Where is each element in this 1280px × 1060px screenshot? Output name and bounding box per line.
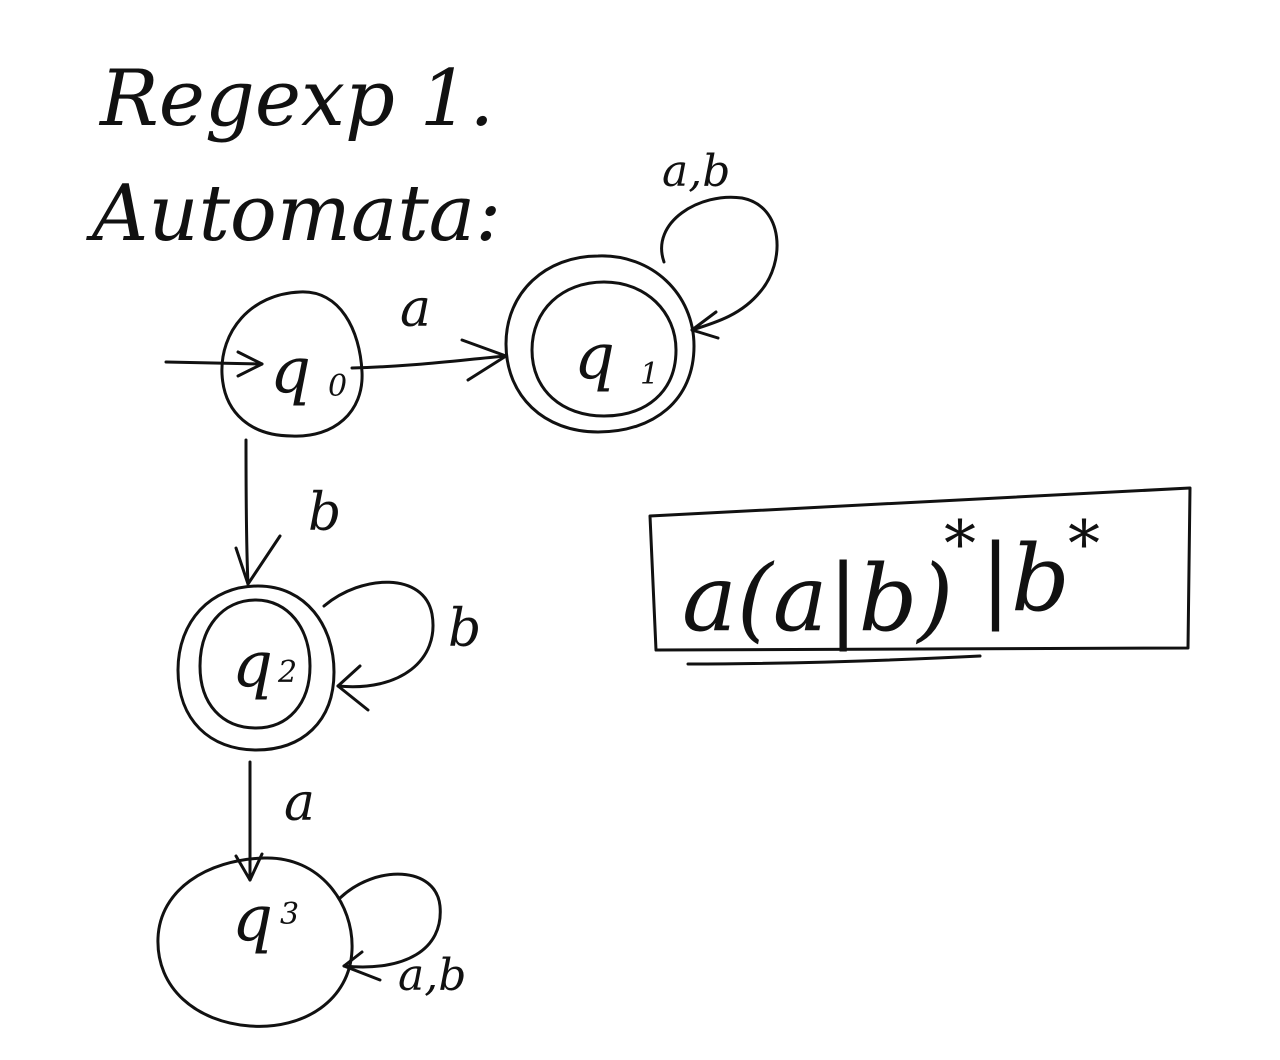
- transition-q3-loop-label: a,b: [398, 950, 466, 1001]
- state-q3: q 3: [156, 856, 354, 1028]
- initial-arrow-head: [236, 350, 264, 378]
- transition-q1-loop-line: [660, 195, 779, 332]
- transition-q0-q2-label: b: [308, 483, 341, 543]
- state-q1-inner-circle: [530, 280, 678, 418]
- regex-main: a(a|b): [682, 545, 953, 652]
- transition-q1-loop: a,b: [660, 146, 779, 340]
- regex-star-2: *: [1068, 508, 1100, 582]
- transition-q2-loop-label: b: [448, 599, 481, 659]
- initial-arrow-line: [164, 360, 264, 366]
- state-q3-circle: [156, 856, 354, 1028]
- transition-q2-q3-head: [234, 852, 264, 882]
- title-line-1: Regexp 1.: [98, 54, 494, 144]
- transition-q3-loop-head: [342, 950, 382, 982]
- regex-box: a(a|b) * |b *: [648, 486, 1192, 666]
- state-q2-inner-circle: [198, 598, 312, 730]
- transition-q3-loop-line: [338, 872, 442, 969]
- state-q3-subscript: 3: [280, 897, 299, 932]
- transition-q3-loop: a,b: [338, 872, 466, 1001]
- transition-q2-loop-head: [336, 664, 370, 712]
- state-q0-letter: q: [270, 334, 311, 408]
- regex-star-1: *: [944, 508, 976, 582]
- state-q3-letter: q: [232, 882, 273, 956]
- title-line-2: Automata:: [86, 169, 501, 259]
- transition-q2-loop-line: [322, 580, 435, 689]
- transition-q0-q1-label: a: [400, 279, 431, 339]
- state-q2-outer-circle: [176, 584, 336, 752]
- state-q1-subscript: 1: [640, 357, 659, 392]
- regex-alternative: |b: [980, 525, 1070, 632]
- transition-q0-q1-line: [350, 354, 508, 370]
- transition-q0-q2-line: [244, 438, 250, 586]
- state-q2-subscript: 2: [277, 655, 297, 690]
- state-q0-subscript: 0: [328, 369, 347, 404]
- regex-box-frame: [648, 486, 1192, 652]
- transition-q1-loop-head: [690, 310, 720, 340]
- transition-q0-q1: a: [350, 279, 508, 382]
- state-q2-letter: q: [232, 628, 273, 702]
- transition-q0-q1-head: [460, 338, 508, 382]
- transition-q0-q2-head: [234, 534, 282, 586]
- state-q0-circle: [220, 290, 364, 438]
- state-q1-outer-circle: [504, 254, 696, 434]
- state-q2: q 2: [176, 584, 336, 752]
- transition-q0-q2: b: [234, 438, 341, 586]
- transition-q2-q3-label: a: [284, 773, 315, 833]
- regex-underline: [686, 654, 982, 666]
- state-q1: q 1: [504, 254, 696, 434]
- state-q1-letter: q: [574, 320, 615, 394]
- transition-q2-loop: b: [322, 580, 481, 712]
- transition-q1-loop-label: a,b: [662, 146, 730, 197]
- transition-q2-q3: a: [234, 760, 315, 882]
- initial-arrow: [164, 350, 264, 378]
- state-q0: q 0: [220, 290, 364, 438]
